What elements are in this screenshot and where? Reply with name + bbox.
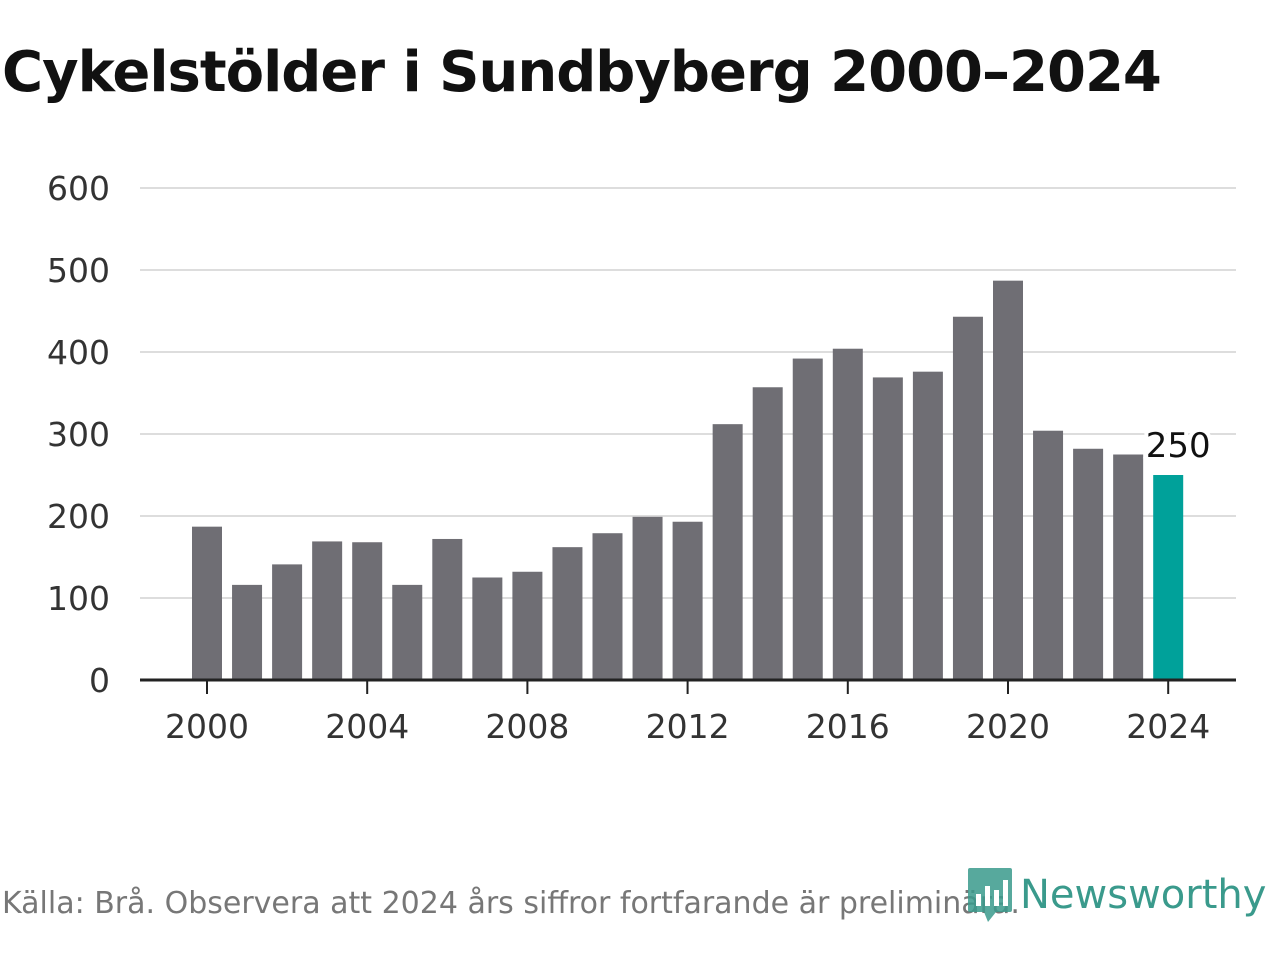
bar-2018 xyxy=(912,371,943,680)
y-tick-label: 0 xyxy=(89,661,110,700)
bar-2007 xyxy=(472,577,503,680)
x-axis: 2000 2004 2008 2012 2016 2020 2024 xyxy=(140,678,1236,746)
bar-2017 xyxy=(872,377,903,680)
bar-2010 xyxy=(592,533,623,680)
brand-name: Newsworthy xyxy=(1020,872,1267,918)
x-tick-label: 2016 xyxy=(806,707,890,746)
bar-2004 xyxy=(352,542,383,680)
bar-2016 xyxy=(832,348,863,680)
bar-2014 xyxy=(752,387,783,680)
chart-title: Cykelstölder i Sundbyberg 2000–2024 xyxy=(2,40,1162,105)
x-tick-label: 2012 xyxy=(646,707,730,746)
bar-2008 xyxy=(512,571,543,680)
bar-2015 xyxy=(792,358,823,680)
bar-2023 xyxy=(1113,454,1144,680)
bar-2003 xyxy=(312,541,343,680)
bar-2022 xyxy=(1073,448,1104,680)
y-tick-label: 600 xyxy=(47,169,110,208)
bar-chart-logo-icon xyxy=(968,868,1012,922)
y-tick-label: 500 xyxy=(47,251,110,290)
y-axis-labels: 0 100 200 300 400 500 600 xyxy=(47,169,110,700)
bar-2019 xyxy=(952,316,983,680)
bar-2013 xyxy=(712,424,743,680)
y-tick-label: 200 xyxy=(47,497,110,536)
x-tick-label: 2008 xyxy=(485,707,569,746)
bars xyxy=(192,280,1184,680)
bar-2005 xyxy=(392,584,423,680)
bar-2011 xyxy=(632,516,663,680)
bar-2006 xyxy=(432,538,463,680)
data-label: 250 xyxy=(1146,426,1211,466)
x-tick-label: 2024 xyxy=(1126,707,1210,746)
brand-logo: Newsworthy xyxy=(966,866,1266,924)
y-tick-label: 100 xyxy=(47,579,110,618)
bar-2020 xyxy=(993,280,1023,680)
y-tick-label: 400 xyxy=(47,333,110,372)
bar-2024 xyxy=(1153,475,1184,680)
y-tick-label: 300 xyxy=(47,415,110,454)
bar-2002 xyxy=(272,564,303,680)
bar-2009 xyxy=(552,547,583,680)
bar-2021 xyxy=(1033,430,1064,680)
x-tick-label: 2004 xyxy=(325,707,409,746)
bar-2001 xyxy=(232,584,263,680)
x-tick-label: 2020 xyxy=(966,707,1050,746)
bar-2012 xyxy=(672,521,703,680)
annotations: 250 xyxy=(1142,422,1215,470)
bar-2000 xyxy=(192,526,222,680)
x-tick-label: 2000 xyxy=(165,707,249,746)
source-note: Källa: Brå. Observera att 2024 års siffr… xyxy=(2,886,1020,921)
